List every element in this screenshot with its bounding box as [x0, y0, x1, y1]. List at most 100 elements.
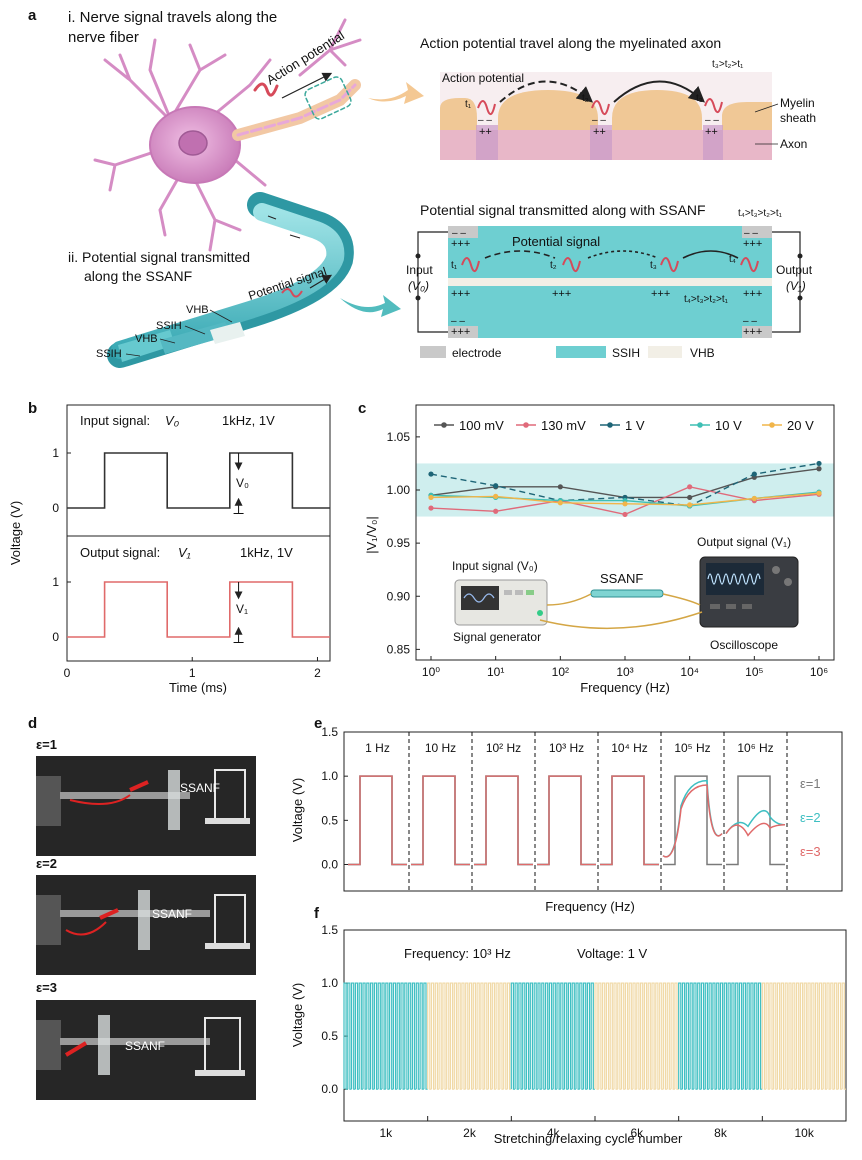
circuit-t4: t₄ [729, 254, 736, 265]
axon-minus-3: – – [705, 115, 719, 126]
circuit-t1: t₁ [451, 260, 458, 271]
output-waveform [67, 581, 330, 638]
legend-ssih: SSIH [612, 346, 640, 360]
circuit-input-label: Input [406, 263, 433, 277]
panel-b-ticks: 0 1 0 1 0 1 2 [52, 446, 321, 680]
panel-b-output-plot [67, 581, 330, 643]
data-point [687, 494, 693, 501]
y-tick-label: 0 [52, 501, 59, 515]
legend-marker [697, 422, 703, 428]
panel-b-input-symbol: V₀ [165, 413, 180, 428]
y-tick-label: 0.0 [321, 1082, 338, 1096]
data-point [816, 460, 822, 467]
circuit-plus-bl: +++ [451, 326, 470, 338]
x-tick-label: 10k [794, 1126, 814, 1140]
x-tick-label: 8k [714, 1126, 728, 1140]
panel-c-ylabel: |V₁/V₀| [364, 516, 379, 554]
x-tick-label: 10⁶ [810, 665, 828, 679]
x-tick-label: 10³ [616, 665, 633, 679]
data-point [428, 471, 434, 477]
panel-e-xlabel: Frequency (Hz) [545, 899, 635, 914]
myelin-label-1: Myelin [780, 96, 815, 110]
plot-frame [343, 731, 843, 892]
x-tick-label: 1 [189, 666, 196, 680]
axon-t1: t₁ [465, 99, 472, 110]
legend-marker [769, 422, 775, 428]
data-point [493, 493, 499, 499]
panel-d-label: d [28, 715, 37, 732]
inset-output-signal: Output signal (V₁) [697, 535, 791, 549]
segment-label: 1 Hz [365, 741, 390, 755]
x-tick-label: 2k [463, 1126, 477, 1140]
strain-waveform [348, 775, 786, 866]
layer-vhb-top: VHB [186, 304, 209, 316]
panel-b-output-title: Output signal: [80, 545, 160, 560]
panel-f-xlabel: Stretching/relaxing cycle number [494, 1131, 683, 1146]
circuit-plus-tl: +++ [451, 238, 470, 250]
circuit-legend [420, 346, 682, 358]
cycle-waveform [594, 982, 679, 1090]
inset-input-signal: Input signal (V₀) [452, 559, 538, 573]
data-point [428, 494, 434, 501]
axon-title: Action potential travel along the myelin… [420, 35, 721, 51]
panel-f-plot: 0.0 0.5 1.0 1.5 1k 2k 4k 6k 8k 10k [321, 923, 847, 1140]
nerve-title-line2: nerve fiber [68, 29, 139, 46]
data-point [816, 466, 822, 472]
panel-b-input-title: Input signal: [80, 413, 150, 428]
data-point [557, 484, 563, 490]
panel-b-label: b [28, 400, 37, 417]
circuit-plus-br: +++ [743, 326, 762, 338]
x-tick-label: 10⁵ [745, 665, 763, 679]
panel-b: b Voltage (V) Time (ms) Input signal: V₀… [8, 400, 331, 695]
photo-ssanf-label-1: SSANF [180, 781, 220, 795]
myelin-label-2: sheath [780, 111, 816, 125]
circuit-plus-mid4: +++ [743, 288, 762, 300]
axon-label: Axon [780, 137, 807, 151]
y-tick-label: 1.5 [321, 725, 338, 739]
panel-c-label: c [358, 400, 366, 417]
data-point [493, 483, 499, 489]
legend-entry: ε=3 [800, 844, 821, 859]
segment-label: 10 Hz [425, 741, 456, 755]
circuit-potential-signal: Potential signal [512, 234, 600, 249]
y-tick-label: 1.05 [387, 430, 411, 444]
panel-d: d ε=1 ε=2 ε=3 SSANF SSANF [28, 715, 256, 1100]
strain-waveform [348, 775, 786, 866]
photo-strain-1 [36, 756, 256, 856]
circuit-time-order-inner: t₄>t₃>t₂>t₁ [684, 294, 729, 305]
panel-f-frequency-note: Frequency: 10³ Hz [404, 946, 511, 961]
panel-b-output-symbol: V₁ [178, 545, 191, 560]
circuit-minus-br: – – [743, 316, 757, 327]
inset-generator: Signal generator [453, 630, 541, 644]
segment-label: 10³ Hz [549, 741, 584, 755]
panel-b-input-plot [67, 452, 330, 514]
action-potential-arrow-label: Action potential [264, 28, 347, 88]
segment-label: 10⁶ Hz [737, 741, 773, 755]
axon-t2: t₂ [582, 93, 589, 104]
x-tick-label: 10¹ [487, 665, 504, 679]
layer-vhb-bottom: VHB [135, 333, 158, 345]
y-tick-label: 0.5 [321, 1029, 338, 1043]
data-point [687, 502, 693, 508]
cycle-waveform [510, 982, 595, 1090]
y-tick-label: 1.00 [387, 483, 411, 497]
ssanf-title-line1: ii. Potential signal transmitted [68, 249, 250, 265]
y-tick-label: 1 [52, 575, 59, 589]
segment-label: 10² Hz [486, 741, 521, 755]
panel-f-voltage-note: Voltage: 1 V [577, 946, 647, 961]
panel-f-label: f [314, 905, 320, 922]
panel-e-label: e [314, 715, 322, 732]
transition-arrow-b [340, 295, 401, 317]
panel-b-input-amp: V₀ [236, 476, 249, 490]
legend-vhb: VHB [690, 346, 715, 360]
panel-b-output-amp: V₁ [236, 602, 248, 616]
neuron-illustration [93, 18, 362, 252]
panel-c-legend: 100 mV 130 mV 1 V 10 V 20 V [434, 418, 814, 433]
transition-arrow-a [368, 82, 424, 104]
y-tick-label: 0.95 [387, 536, 411, 550]
y-tick-label: 0.90 [387, 589, 411, 603]
legend-entry: ε=1 [800, 776, 821, 791]
legend-entry: 1 V [625, 418, 645, 433]
panel-f-ylabel: Voltage (V) [290, 983, 305, 1047]
